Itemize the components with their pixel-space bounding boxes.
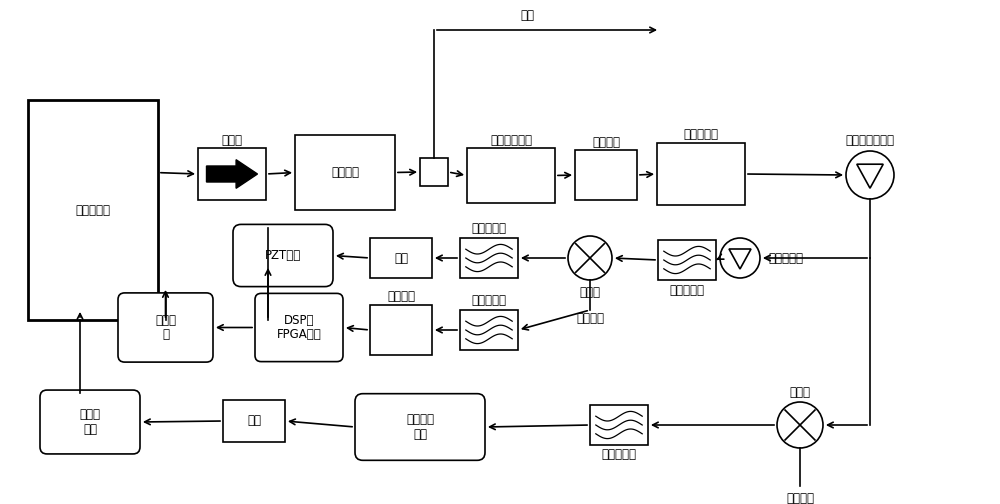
Bar <box>460 238 518 278</box>
Text: 超连续谱产生: 超连续谱产生 <box>490 134 532 147</box>
Bar <box>370 305 432 355</box>
Text: 低通滤波器: 低通滤波器 <box>472 293 507 306</box>
Bar <box>657 143 745 205</box>
Bar <box>295 135 395 210</box>
Text: 带通滤波器: 带通滤波器 <box>670 283 704 296</box>
Bar <box>467 148 555 203</box>
Text: 激光器
电流: 激光器 电流 <box>80 408 100 436</box>
Text: 倍频子系统: 倍频子系统 <box>684 129 718 142</box>
Text: 参考信号: 参考信号 <box>786 491 814 504</box>
Text: 隔离器: 隔离器 <box>222 134 242 147</box>
FancyBboxPatch shape <box>40 390 140 454</box>
Text: 光放大器: 光放大器 <box>331 166 359 179</box>
Bar <box>198 148 266 200</box>
Text: 模数转换: 模数转换 <box>387 290 415 303</box>
Text: 混频器: 混频器 <box>580 285 600 298</box>
Text: 光电探测器: 光电探测器 <box>768 251 803 265</box>
FancyBboxPatch shape <box>355 394 485 460</box>
Bar <box>590 405 648 445</box>
Text: 低噪光电探测器: 低噪光电探测器 <box>846 135 895 148</box>
Text: 色散补偿: 色散补偿 <box>592 136 620 149</box>
Text: 伺服: 伺服 <box>394 251 408 265</box>
Bar <box>28 100 158 320</box>
Text: 输出: 输出 <box>520 9 534 22</box>
Text: 低通滤波器: 低通滤波器 <box>472 221 507 234</box>
Bar <box>223 400 285 442</box>
Text: 带通滤波器: 带通滤波器 <box>602 449 637 462</box>
Text: 光延迟
线: 光延迟 线 <box>155 313 176 342</box>
Text: 检相器: 检相器 <box>790 386 810 399</box>
Bar <box>420 158 448 186</box>
Polygon shape <box>207 160 258 188</box>
FancyBboxPatch shape <box>233 224 333 287</box>
FancyBboxPatch shape <box>255 293 343 361</box>
Text: PZT驱动: PZT驱动 <box>265 249 301 262</box>
Bar <box>370 238 432 278</box>
Text: DSP和
FPGA程序: DSP和 FPGA程序 <box>277 313 321 342</box>
FancyBboxPatch shape <box>118 293 213 362</box>
Text: 参考信号: 参考信号 <box>576 311 604 325</box>
Bar <box>460 310 518 350</box>
Text: 带宽拓展
电路: 带宽拓展 电路 <box>406 413 434 441</box>
Bar <box>575 150 637 200</box>
Text: 光纤振荡器: 光纤振荡器 <box>76 204 110 217</box>
Bar <box>658 240 716 280</box>
Text: 伺服: 伺服 <box>247 414 261 427</box>
